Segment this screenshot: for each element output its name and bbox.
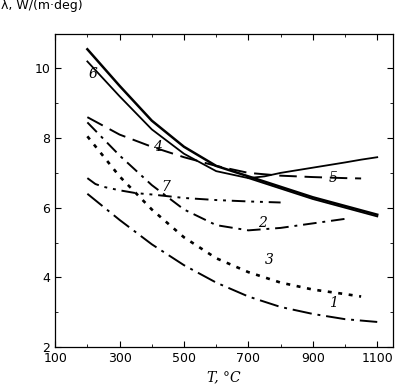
Y-axis label: λ, W/(m·deg): λ, W/(m·deg) [1, 0, 83, 12]
Text: 3: 3 [264, 253, 273, 267]
Text: 2: 2 [258, 216, 267, 230]
Text: 6: 6 [89, 67, 98, 81]
Text: 7: 7 [162, 180, 170, 194]
Text: 5: 5 [329, 171, 338, 185]
X-axis label: T, °C: T, °C [208, 370, 241, 385]
Text: 4: 4 [153, 140, 162, 154]
Text: 1: 1 [329, 296, 338, 310]
